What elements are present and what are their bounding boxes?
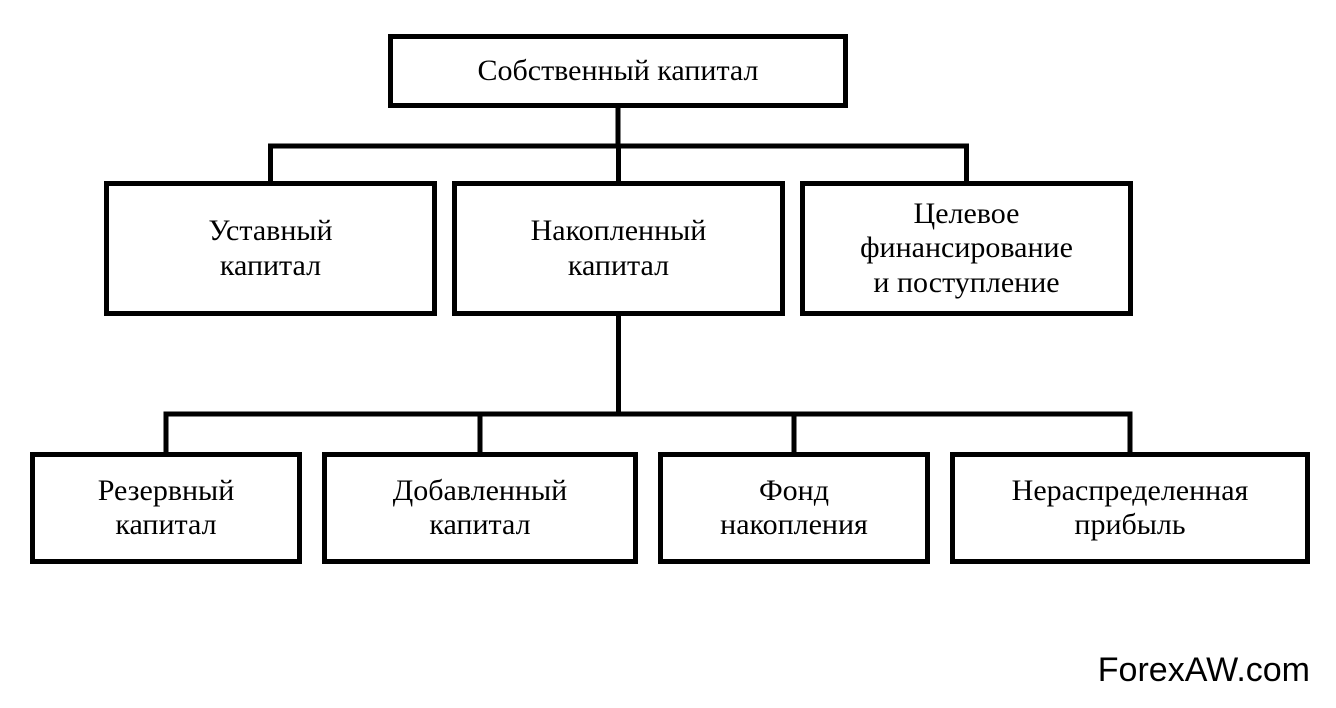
diagram-canvas: Собственный капитал Уставныйкапитал Нако… xyxy=(0,0,1336,708)
watermark-text: ForexAW.com xyxy=(1098,651,1310,690)
node-grandchild-2-label: Добавленныйкапитал xyxy=(393,474,567,543)
node-grandchild-1: Резервныйкапитал xyxy=(30,452,302,564)
node-child-1-label: Уставныйкапитал xyxy=(208,214,332,283)
node-grandchild-4-label: Нераспределеннаяприбыль xyxy=(1012,474,1249,543)
node-child-1: Уставныйкапитал xyxy=(104,181,437,316)
node-child-2-label: Накопленныйкапитал xyxy=(531,214,707,283)
node-grandchild-2: Добавленныйкапитал xyxy=(322,452,638,564)
node-grandchild-4: Нераспределеннаяприбыль xyxy=(950,452,1310,564)
node-root: Собственный капитал xyxy=(388,34,848,108)
node-root-label: Собственный капитал xyxy=(477,54,758,89)
node-child-3: Целевоефинансированиеи поступление xyxy=(800,181,1133,316)
node-child-2: Накопленныйкапитал xyxy=(452,181,785,316)
node-grandchild-3: Фонднакопления xyxy=(658,452,930,564)
node-grandchild-3-label: Фонднакопления xyxy=(720,474,868,543)
node-child-3-label: Целевоефинансированиеи поступление xyxy=(860,197,1073,301)
node-grandchild-1-label: Резервныйкапитал xyxy=(98,474,235,543)
